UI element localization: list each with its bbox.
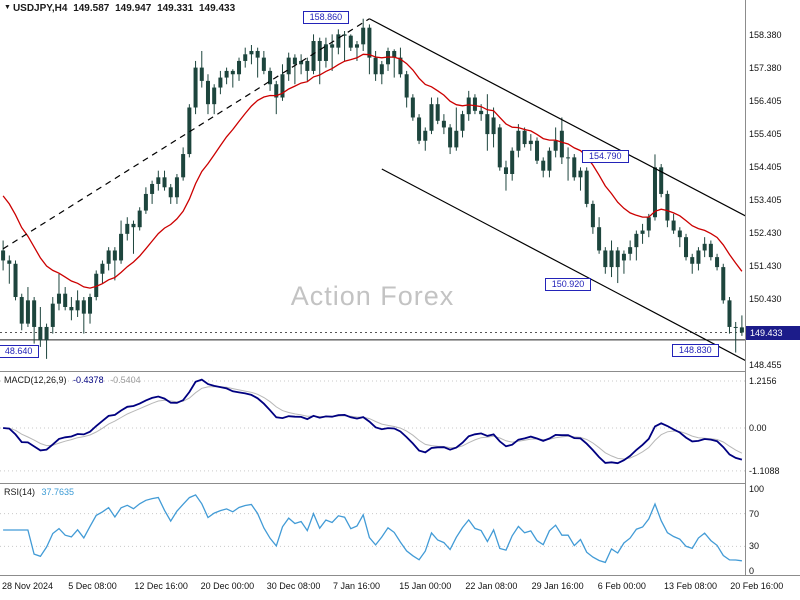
price-axis-label: 150.430 [749, 294, 782, 305]
symbol-marker-icon: ▼ [4, 4, 11, 11]
time-axis-label: 30 Dec 08:00 [266, 581, 321, 591]
rsi-axis-label: 0 [749, 566, 755, 576]
macd-axis-label: 1.2156 [749, 375, 777, 386]
price-axis-label: 155.405 [749, 128, 782, 139]
time-axis-label: 20 Feb 16:00 [730, 581, 784, 591]
time-axis[interactable]: 28 Nov 2024 5 Dec 08:00 12 Dec 16:00 20 Dec… [0, 576, 800, 600]
ohlc-low: 149.331 [157, 3, 194, 14]
panel-separator[interactable] [0, 371, 800, 372]
price-axis-label: 154.405 [749, 162, 782, 173]
macd-header: MACD(12,26,9) -0.4378 -0.5404 [4, 375, 145, 385]
time-axis-label: 15 Jan 00:00 [399, 581, 452, 591]
rsi-line [3, 494, 742, 564]
price-axis-border [745, 0, 746, 575]
candlestick-series [1, 18, 744, 359]
price-annotation: 150.920 [544, 277, 592, 291]
macd-panel-canvas[interactable] [0, 372, 745, 483]
price-axis-label: 152.430 [749, 227, 782, 238]
channel-lower-line [381, 168, 745, 361]
macd-label: MACD(12,26,9) [4, 375, 67, 385]
price-axis[interactable]: 149.433 158.380 157.380 156.405 155.405 154.… [746, 0, 800, 576]
price-annotation: 48.640 [0, 345, 40, 359]
time-axis-label: 22 Jan 08:00 [465, 581, 518, 591]
price-axis-label: 148.455 [749, 360, 782, 371]
symbol-header: ▼ USDJPY,H4 149.587 149.947 149.331 149.4… [4, 3, 238, 14]
ohlc-high: 149.947 [115, 3, 152, 14]
time-axis-label: 6 Feb 00:00 [597, 581, 646, 591]
macd-main-line [3, 378, 743, 465]
macd-axis-label: -1.1088 [749, 465, 780, 476]
time-axis-label: 29 Jan 16:00 [531, 581, 584, 591]
rsi-panel-canvas[interactable] [0, 484, 745, 575]
rsi-value: 37.7635 [41, 487, 75, 497]
time-axis-label: 20 Dec 00:00 [200, 581, 255, 591]
macd-main-value: -0.4378 [73, 375, 104, 385]
price-axis-label: 158.380 [749, 30, 782, 40]
price-annotation: 148.830 [672, 344, 719, 358]
price-annotation: 158.860 [302, 10, 350, 24]
panel-separator[interactable] [0, 575, 800, 576]
rsi-axis-label: 100 [749, 484, 765, 494]
time-axis-label: 13 Feb 08:00 [664, 581, 718, 591]
price-annotation: 154.790 [582, 149, 629, 163]
rsi-axis-label: 70 [749, 508, 760, 519]
rsi-header: RSI(14) 37.7635 [4, 487, 78, 497]
watermark: Action Forex [290, 281, 455, 311]
time-axis-label: 28 Nov 2024 [2, 581, 54, 591]
price-axis-label: 153.405 [749, 195, 782, 206]
ohlc-close: 149.433 [199, 3, 236, 14]
panel-separator[interactable] [0, 483, 800, 484]
channel-upper-line [369, 18, 745, 217]
time-axis-label: 5 Dec 08:00 [68, 581, 117, 591]
price-chart-canvas[interactable] [0, 0, 745, 371]
current-price-badge: 149.433 [746, 325, 800, 340]
time-axis-label: 12 Dec 16:00 [134, 581, 188, 591]
price-axis-label: 151.430 [749, 261, 782, 272]
macd-axis-label: 0.00 [749, 423, 767, 433]
rsi-label: RSI(14) [4, 487, 36, 497]
moving-average-line [2, 53, 743, 289]
rsi-axis-label: 30 [749, 541, 760, 552]
macd-signal-line [3, 386, 743, 460]
rising-trendline-dashed [2, 18, 370, 250]
symbol-name: USDJPY,H4 [12, 3, 68, 14]
price-axis-label: 156.405 [749, 95, 782, 106]
time-axis-label: 7 Jan 16:00 [333, 581, 381, 591]
price-axis-label: 157.380 [749, 63, 782, 74]
ohlc-open: 149.587 [73, 3, 110, 14]
macd-signal-value: -0.5404 [110, 375, 141, 385]
